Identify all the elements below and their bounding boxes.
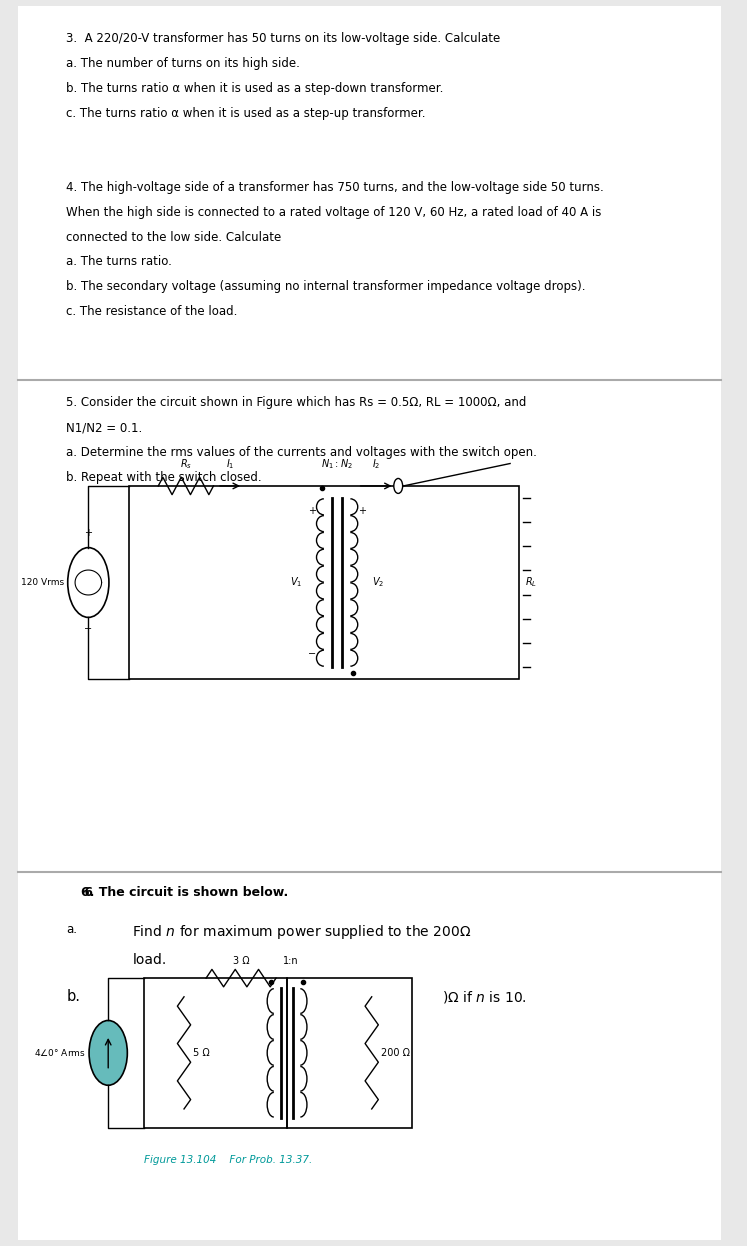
Text: a. The turns ratio.: a. The turns ratio. bbox=[66, 255, 172, 268]
Text: 1:n: 1:n bbox=[283, 956, 299, 966]
Text: )Ω if $n$ is 10.: )Ω if $n$ is 10. bbox=[441, 989, 527, 1006]
Text: a.: a. bbox=[66, 923, 77, 936]
Text: b. The secondary voltage (assuming no internal transformer impedance voltage dro: b. The secondary voltage (assuming no in… bbox=[66, 280, 586, 293]
Text: $I_2$: $I_2$ bbox=[372, 457, 380, 471]
Text: a. The number of turns on its high side.: a. The number of turns on its high side. bbox=[66, 57, 300, 70]
Text: connected to the low side. Calculate: connected to the low side. Calculate bbox=[66, 231, 282, 243]
Text: c. The turns ratio α when it is used as a step-up transformer.: c. The turns ratio α when it is used as … bbox=[66, 107, 426, 120]
Circle shape bbox=[394, 478, 403, 493]
Text: b.: b. bbox=[66, 989, 80, 1004]
Bar bbox=[128, 486, 519, 679]
Text: 200 Ω: 200 Ω bbox=[380, 1048, 409, 1058]
Text: $4\angle 0°$ Arms: $4\angle 0°$ Arms bbox=[34, 1048, 85, 1058]
Text: c. The resistance of the load.: c. The resistance of the load. bbox=[66, 305, 238, 318]
Text: +: + bbox=[358, 506, 366, 516]
Text: Find $n$ for maximum power supplied to the 200Ω: Find $n$ for maximum power supplied to t… bbox=[132, 923, 472, 941]
Text: 5. Consider the circuit shown in Figure which has Rs = 0.5Ω, RL = 1000Ω, and: 5. Consider the circuit shown in Figure … bbox=[66, 396, 527, 409]
Text: 3.  A 220/20-V transformer has 50 turns on its low-voltage side. Calculate: 3. A 220/20-V transformer has 50 turns o… bbox=[66, 32, 500, 45]
Text: b. The turns ratio α when it is used as a step-down transformer.: b. The turns ratio α when it is used as … bbox=[66, 82, 444, 95]
Text: load.: load. bbox=[132, 953, 167, 967]
Text: N1/N2 = 0.1.: N1/N2 = 0.1. bbox=[66, 421, 143, 434]
Text: Figure 13.104    For Prob. 13.37.: Figure 13.104 For Prob. 13.37. bbox=[143, 1155, 311, 1165]
Text: 6. The circuit is shown below.: 6. The circuit is shown below. bbox=[81, 886, 288, 898]
Text: −: − bbox=[308, 649, 316, 659]
Text: 120 Vrms: 120 Vrms bbox=[21, 578, 64, 587]
Bar bbox=[143, 978, 287, 1128]
Text: −: − bbox=[84, 624, 93, 634]
Text: b. Repeat with the switch closed.: b. Repeat with the switch closed. bbox=[66, 471, 262, 483]
Text: a. Determine the rms values of the currents and voltages with the switch open.: a. Determine the rms values of the curre… bbox=[66, 446, 537, 459]
Text: $V_2$: $V_2$ bbox=[373, 576, 385, 589]
Bar bbox=[287, 978, 412, 1128]
Circle shape bbox=[89, 1020, 127, 1085]
Circle shape bbox=[68, 548, 109, 618]
Text: $R_s$: $R_s$ bbox=[180, 457, 192, 471]
Text: 5 Ω: 5 Ω bbox=[193, 1048, 210, 1058]
Text: $I_1$: $I_1$ bbox=[226, 457, 235, 471]
Text: When the high side is connected to a rated voltage of 120 V, 60 Hz, a rated load: When the high side is connected to a rat… bbox=[66, 206, 601, 218]
Text: 3 Ω: 3 Ω bbox=[233, 956, 249, 966]
Text: $R_L$: $R_L$ bbox=[525, 576, 537, 589]
Text: +: + bbox=[308, 506, 316, 516]
Text: $N_1 : N_2$: $N_1 : N_2$ bbox=[321, 457, 353, 471]
Text: +: + bbox=[84, 527, 93, 538]
Text: ·6: ·6 bbox=[81, 886, 94, 898]
Text: $V_1$: $V_1$ bbox=[290, 576, 302, 589]
Text: 4. The high-voltage side of a transformer has 750 turns, and the low-voltage sid: 4. The high-voltage side of a transforme… bbox=[66, 181, 604, 193]
